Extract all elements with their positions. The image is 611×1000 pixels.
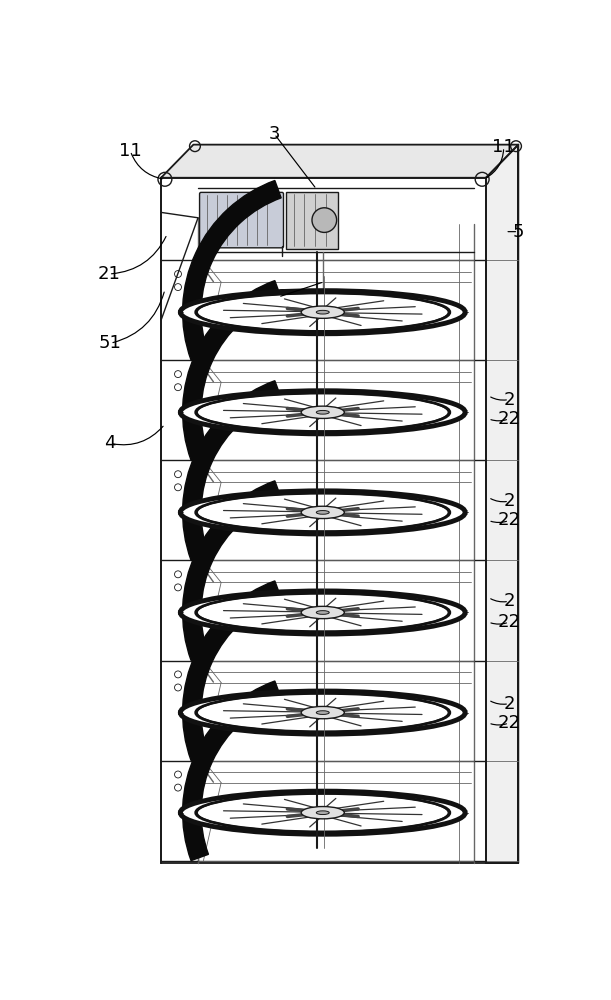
Text: 4: 4 <box>104 434 116 452</box>
Polygon shape <box>161 145 518 178</box>
Ellipse shape <box>197 493 448 531</box>
Text: 2: 2 <box>503 391 515 409</box>
Text: 3: 3 <box>268 125 280 143</box>
Ellipse shape <box>180 291 465 334</box>
Ellipse shape <box>180 391 465 434</box>
Circle shape <box>312 208 337 232</box>
Ellipse shape <box>316 611 329 614</box>
Text: 22: 22 <box>497 714 521 732</box>
Bar <box>286 192 338 249</box>
FancyBboxPatch shape <box>200 192 284 248</box>
Ellipse shape <box>197 794 448 832</box>
Wedge shape <box>183 581 281 761</box>
Ellipse shape <box>197 393 448 431</box>
Ellipse shape <box>180 491 465 534</box>
Text: 11: 11 <box>119 142 142 160</box>
Wedge shape <box>183 681 281 861</box>
Text: 51: 51 <box>99 334 122 352</box>
Ellipse shape <box>301 406 345 418</box>
Ellipse shape <box>301 706 345 719</box>
Ellipse shape <box>180 591 465 634</box>
Text: 5: 5 <box>513 223 524 241</box>
Wedge shape <box>183 281 281 460</box>
Wedge shape <box>183 381 281 560</box>
Polygon shape <box>486 145 518 863</box>
Ellipse shape <box>301 606 345 619</box>
Text: 2: 2 <box>503 492 515 510</box>
Text: 11: 11 <box>492 138 515 156</box>
Ellipse shape <box>197 293 448 331</box>
Ellipse shape <box>316 310 329 314</box>
Text: 51: 51 <box>266 288 290 306</box>
Text: 22: 22 <box>497 511 521 529</box>
Text: 22: 22 <box>497 410 521 428</box>
Ellipse shape <box>316 410 329 414</box>
Text: 2: 2 <box>503 695 515 713</box>
Ellipse shape <box>301 506 345 519</box>
Text: 21: 21 <box>97 265 120 283</box>
Ellipse shape <box>180 791 465 834</box>
Ellipse shape <box>301 807 345 819</box>
Ellipse shape <box>197 593 448 631</box>
Ellipse shape <box>301 306 345 318</box>
Ellipse shape <box>180 691 465 734</box>
Wedge shape <box>183 181 281 360</box>
Ellipse shape <box>316 511 329 514</box>
Ellipse shape <box>316 711 329 714</box>
Text: 2: 2 <box>503 592 515 610</box>
Wedge shape <box>183 481 281 660</box>
Text: 22: 22 <box>497 613 521 631</box>
Ellipse shape <box>316 811 329 815</box>
Ellipse shape <box>197 694 448 732</box>
